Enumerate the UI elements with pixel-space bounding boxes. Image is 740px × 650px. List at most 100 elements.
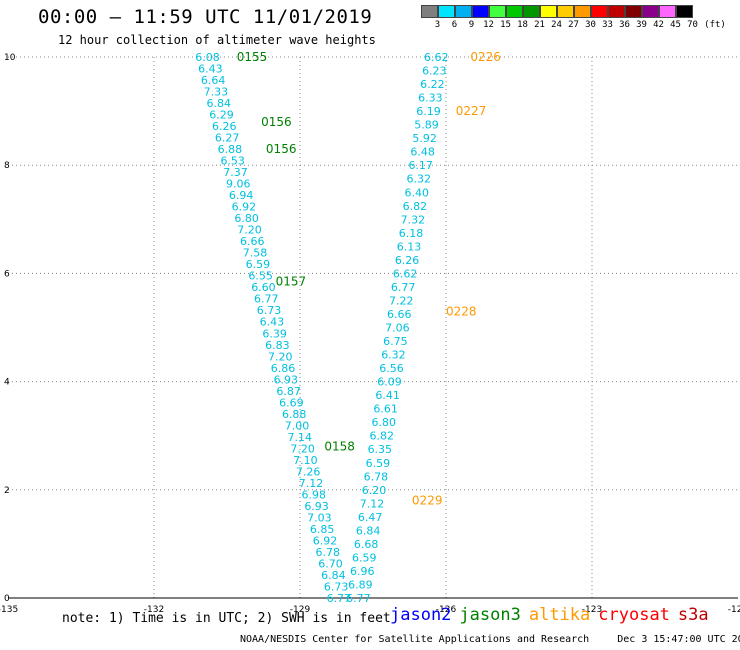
color-scale-label: 18 — [517, 20, 528, 30]
swh-value-jason3: 6.73 — [324, 580, 349, 593]
swh-value-altika: 6.20 — [362, 484, 387, 497]
color-scale-swatches — [421, 5, 693, 18]
swh-value-jason3: 6.39 — [262, 327, 287, 340]
swh-value-jason3: 6.86 — [271, 362, 296, 375]
color-scale-labels: 3 6 9 12 15 18 21 24 27 30 33 36 39 42 45 70 (ft) — [421, 18, 726, 32]
swh-value-jason3: 7.33 — [204, 86, 229, 99]
x-tick-label: -126 — [436, 605, 457, 615]
swh-value-jason3: 6.84 — [206, 97, 231, 110]
swh-value-jason3: 6.92 — [232, 201, 257, 214]
color-swatch — [642, 5, 659, 18]
color-scale-label: 36 — [619, 20, 630, 30]
swh-value-jason3: 6.08 — [195, 51, 220, 64]
time-label-altika: 0227 — [456, 104, 487, 118]
swh-value-jason3: 6.27 — [215, 132, 240, 145]
time-label-altika: 0228 — [446, 304, 477, 318]
swh-value-jason3: 6.83 — [265, 339, 290, 352]
wave-height-color-scale: 3 6 9 12 15 18 21 24 27 30 33 36 39 42 45 70 (ft) — [421, 5, 726, 32]
swh-value-altika: 7.12 — [360, 497, 385, 510]
swh-value-jason3: 7.20 — [268, 350, 293, 363]
swh-value-altika: 6.66 — [387, 308, 412, 321]
swh-value-jason3: 6.29 — [209, 109, 234, 122]
swh-value-jason3: 6.93 — [274, 373, 299, 386]
time-label-jason3: 0156 — [261, 115, 292, 129]
swh-value-altika: 6.18 — [399, 227, 424, 240]
swh-value-altika: 6.17 — [408, 159, 433, 172]
color-scale-label: 21 — [534, 20, 545, 30]
color-scale-label: 39 — [636, 20, 647, 30]
swh-value-jason3: 7.26 — [296, 465, 321, 478]
swh-value-altika: 6.61 — [373, 403, 398, 416]
color-swatch — [506, 5, 523, 18]
y-tick-label: 4 — [4, 378, 10, 388]
swh-value-altika: 6.22 — [420, 78, 445, 91]
map-subtitle: 12 hour collection of altimeter wave hei… — [58, 33, 376, 47]
y-tick-label: 2 — [4, 486, 10, 496]
swh-value-altika: 6.09 — [377, 376, 402, 389]
swh-value-jason3: 6.55 — [248, 270, 273, 283]
swh-value-altika: 6.13 — [397, 240, 422, 253]
color-scale-label: 33 — [602, 20, 613, 30]
swh-value-altika: 6.23 — [422, 65, 447, 78]
swh-value-jason3: 6.53 — [220, 155, 245, 168]
time-label-jason3: 0158 — [324, 440, 355, 454]
color-swatch — [591, 5, 608, 18]
swh-value-altika: 6.59 — [366, 457, 391, 470]
swh-value-jason3: 6.92 — [313, 534, 338, 547]
swh-value-altika: 6.82 — [370, 430, 395, 443]
legend-item-jason2: jason2 — [390, 605, 452, 625]
swh-value-jason3: 6.43 — [198, 63, 223, 76]
swh-value-altika: 6.19 — [416, 105, 441, 118]
time-label-altika: 0226 — [470, 50, 501, 64]
color-swatch — [421, 5, 438, 18]
color-scale-label: 30 — [585, 20, 596, 30]
color-swatch — [472, 5, 489, 18]
swh-value-altika: 6.82 — [403, 200, 428, 213]
legend-item-cryosat: cryosat — [598, 605, 670, 625]
swh-value-altika: 7.22 — [389, 294, 414, 307]
swh-value-altika: 6.47 — [358, 511, 383, 524]
color-swatch — [625, 5, 642, 18]
swh-value-altika: 6.96 — [350, 565, 375, 578]
swh-value-jason3: 6.80 — [234, 212, 259, 225]
color-scale-unit: (ft) — [704, 20, 726, 30]
swh-value-altika: 5.92 — [412, 132, 437, 145]
swh-value-jason3: 6.88 — [218, 143, 243, 156]
time-label-jason3: 0155 — [237, 50, 268, 64]
color-scale-label: 12 — [483, 20, 494, 30]
swh-value-altika: 6.40 — [405, 186, 430, 199]
swh-value-altika: 6.48 — [410, 146, 435, 159]
color-scale-label: 15 — [500, 20, 511, 30]
swh-value-jason3: 6.60 — [251, 281, 276, 294]
legend-item-jason3: jason3 — [459, 605, 521, 625]
color-scale-label: 42 — [653, 20, 664, 30]
swh-value-altika: 6.77 — [391, 281, 416, 294]
color-swatch — [455, 5, 472, 18]
color-swatch — [557, 5, 574, 18]
swh-value-altika: 7.06 — [385, 322, 410, 335]
swh-value-altika: 6.41 — [375, 389, 400, 402]
swh-value-jason3: 6.78 — [316, 546, 341, 559]
color-swatch — [659, 5, 676, 18]
x-tick-label: -120 — [728, 605, 740, 615]
swh-value-jason3: 6.84 — [321, 569, 346, 582]
swh-value-altika: 6.32 — [381, 349, 406, 362]
swh-value-jason3: 7.37 — [223, 166, 248, 179]
color-swatch — [438, 5, 455, 18]
swh-value-jason3: 6.70 — [318, 557, 343, 570]
swh-value-jason3: 7.00 — [285, 419, 310, 432]
swh-value-jason3: 7.58 — [243, 247, 268, 260]
swh-value-jason3: 6.93 — [304, 500, 329, 513]
legend-item-s3a: s3a — [677, 605, 709, 625]
swh-value-jason3: 6.43 — [260, 316, 285, 329]
time-label-altika: 0229 — [412, 494, 443, 508]
swh-value-jason3: 7.10 — [293, 454, 318, 467]
swh-value-jason3: 6.85 — [310, 523, 335, 536]
x-tick-label: -135 — [0, 605, 18, 615]
swh-value-jason3: 6.73 — [257, 304, 282, 317]
color-scale-label: 6 — [451, 20, 458, 30]
color-swatch — [523, 5, 540, 18]
y-tick-label: 10 — [4, 53, 16, 63]
swh-value-altika: 7.32 — [401, 213, 426, 226]
